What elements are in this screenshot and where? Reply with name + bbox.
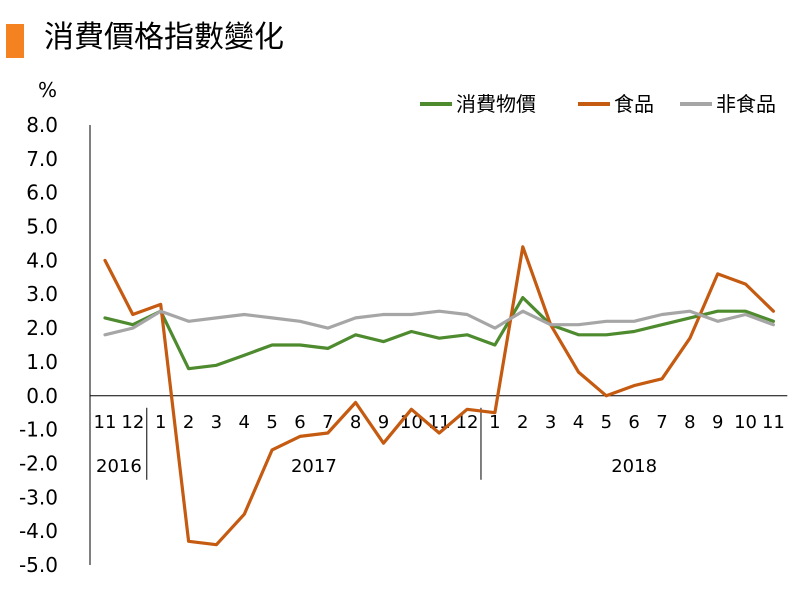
x-tick-label: 10 <box>734 412 757 433</box>
year-labels: 2016 2017 2018 <box>96 407 657 480</box>
x-tick-label: 1 <box>155 412 166 433</box>
legend-label: 食品 <box>614 92 654 116</box>
title-accent-bar <box>6 24 24 58</box>
x-tick-label: 4 <box>573 412 584 433</box>
y-tick-label: 8.0 <box>26 113 58 137</box>
y-tick-labels: 8.0 7.0 6.0 5.0 4.0 3.0 2.0 1.0 0.0 -1.0 -2.0 -3.0 -… <box>19 113 58 577</box>
y-tick-label: -1.0 <box>19 418 58 442</box>
x-tick-label: 6 <box>628 412 639 433</box>
y-axis-unit: % <box>38 78 58 102</box>
x-tick-label: 12 <box>121 412 144 433</box>
x-tick-label: 9 <box>378 412 389 433</box>
x-tick-label: 8 <box>684 412 695 433</box>
y-tick-label: -5.0 <box>19 553 58 577</box>
y-tick-label: 1.0 <box>26 350 58 374</box>
y-tick-label: 0.0 <box>26 384 58 408</box>
series-line <box>103 245 776 547</box>
y-tick-label: 2.0 <box>26 316 58 340</box>
y-tick-label: 4.0 <box>26 248 58 272</box>
x-tick-label: 7 <box>322 412 333 433</box>
legend-label: 非食品 <box>716 92 776 116</box>
y-tick-label: 6.0 <box>26 181 58 205</box>
x-tick-label: 11 <box>762 412 785 433</box>
x-tick-label: 11 <box>94 412 117 433</box>
x-tick-label: 8 <box>350 412 361 433</box>
y-tick-label: 5.0 <box>26 215 58 239</box>
year-label: 2017 <box>291 456 337 477</box>
series-line <box>103 296 776 371</box>
year-label: 2016 <box>96 456 142 477</box>
chart-axes <box>89 125 788 565</box>
x-tick-label: 9 <box>712 412 723 433</box>
legend: 消費物價 食品 非食品 <box>420 92 776 116</box>
x-tick-label: 1 <box>489 412 500 433</box>
y-tick-label: 7.0 <box>26 147 58 171</box>
x-tick-label: 11 <box>428 412 451 433</box>
x-tick-label: 6 <box>294 412 305 433</box>
x-tick-label: 5 <box>601 412 612 433</box>
y-tick-label: 3.0 <box>26 282 58 306</box>
x-tick-label: 4 <box>239 412 250 433</box>
series-lines <box>103 245 776 547</box>
y-tick-label: -4.0 <box>19 519 58 543</box>
x-tick-label: 12 <box>456 412 479 433</box>
year-label: 2018 <box>611 456 657 477</box>
x-tick-label: 2 <box>183 412 194 433</box>
x-tick-labels: 11 12 1 2 3 4 5 6 7 8 9 10 11 12 1 2 3 4 5 6 7 8 9 10 11 <box>94 412 785 433</box>
y-tick-label: -2.0 <box>19 451 58 475</box>
x-tick-label: 5 <box>266 412 277 433</box>
y-tick-label: -3.0 <box>19 485 58 509</box>
series-line <box>103 309 776 337</box>
x-tick-label: 2 <box>517 412 528 433</box>
x-tick-label: 3 <box>211 412 222 433</box>
x-tick-label: 7 <box>656 412 667 433</box>
legend-label: 消費物價 <box>456 92 536 116</box>
x-tick-label: 3 <box>545 412 556 433</box>
page-title: 消費價格指數變化 <box>44 20 284 55</box>
